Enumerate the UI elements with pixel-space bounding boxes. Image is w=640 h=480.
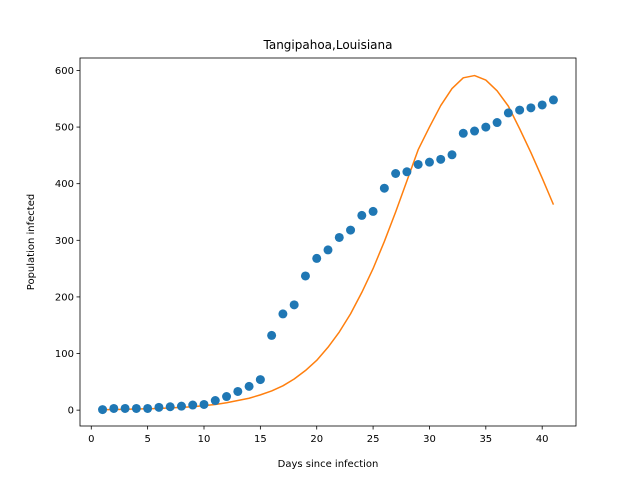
observed-point: [165, 402, 175, 412]
chart-title: Tangipahoa,Louisiana: [263, 38, 393, 52]
observed-point: [436, 154, 446, 164]
y-tick-label: 400: [55, 179, 74, 190]
observed-point: [289, 300, 299, 310]
y-tick-label: 300: [55, 236, 74, 247]
observed-point: [368, 206, 378, 216]
observed-point: [300, 271, 310, 281]
x-tick-label: 5: [144, 434, 150, 445]
x-tick-label: 25: [367, 434, 380, 445]
observed-point: [255, 375, 265, 385]
observed-point: [109, 403, 119, 413]
observed-point: [199, 399, 209, 409]
observed-point: [526, 103, 536, 113]
observed-point: [233, 386, 243, 396]
plot-background: [80, 58, 576, 426]
observed-point: [402, 167, 412, 177]
x-tick-label: 10: [198, 434, 211, 445]
observed-point: [278, 309, 288, 319]
observed-point: [98, 405, 108, 415]
x-tick-label: 0: [88, 434, 94, 445]
x-tick-label: 15: [254, 434, 267, 445]
y-tick-label: 600: [55, 66, 74, 77]
y-axis-label: Population infected: [26, 194, 37, 290]
observed-point: [120, 403, 130, 413]
y-tick-label: 500: [55, 123, 74, 134]
observed-point: [413, 159, 423, 169]
observed-point: [244, 381, 254, 391]
observed-point: [515, 105, 525, 115]
x-tick-label: 30: [423, 434, 436, 445]
plot-frame: [79, 57, 577, 427]
observed-point: [481, 122, 491, 132]
observed-point: [503, 108, 513, 118]
observed-point: [470, 126, 480, 136]
y-tick-label: 100: [55, 349, 74, 360]
observed-point: [346, 225, 356, 235]
observed-point: [537, 100, 547, 110]
observed-point: [323, 245, 333, 255]
plot-area: [80, 58, 576, 426]
observed-point: [379, 183, 389, 193]
x-tick-label: 20: [310, 434, 323, 445]
y-tick-label: 0: [68, 406, 74, 417]
observed-point: [391, 169, 401, 178]
observed-point: [143, 403, 153, 413]
y-tick-label: 200: [55, 292, 74, 303]
observed-point: [548, 95, 558, 105]
observed-point: [458, 128, 468, 138]
x-tick-label: 35: [479, 434, 492, 445]
observed-point: [312, 253, 322, 263]
observed-point: [334, 232, 344, 242]
observed-point: [176, 401, 186, 411]
observed-point: [154, 402, 164, 412]
observed-point: [447, 150, 457, 160]
observed-point: [357, 210, 367, 220]
data-marks: [98, 74, 558, 415]
observed-point: [222, 392, 232, 402]
observed-point: [267, 330, 277, 340]
observed-point: [492, 118, 502, 128]
x-tick-label: 40: [536, 434, 549, 445]
observed-point: [424, 157, 434, 167]
observed-point: [131, 403, 141, 413]
observed-point: [210, 396, 220, 406]
observed-point: [188, 400, 198, 410]
x-axis-label: Days since infection: [278, 459, 379, 470]
